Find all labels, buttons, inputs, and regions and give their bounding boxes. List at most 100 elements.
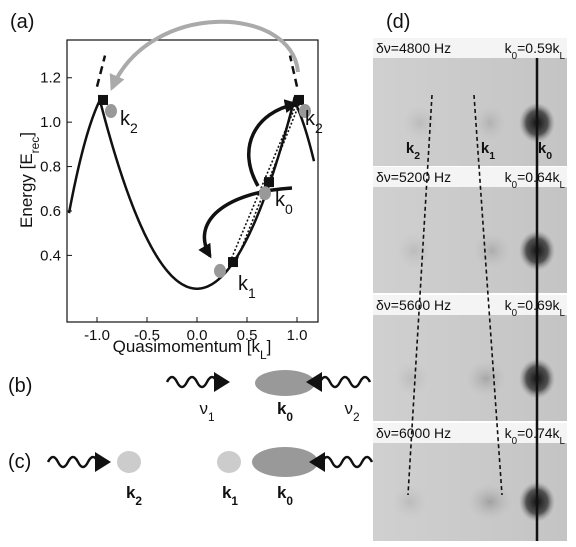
text-part: k: [305, 108, 316, 130]
beams-b: [165, 370, 372, 396]
panel-label: (d): [386, 11, 410, 33]
y-tick-label: 0.8: [40, 159, 61, 176]
text-part: 2: [130, 120, 138, 136]
y-tick-label: 0.4: [40, 247, 61, 264]
k2-trace: [407, 94, 433, 496]
detuning: δν=6000 Hz: [376, 425, 451, 441]
atom-cloud: [402, 104, 438, 141]
beam-label: k1: [222, 483, 238, 508]
atom-cloud: [394, 360, 430, 397]
circle-marker: [299, 104, 311, 119]
text-part: L: [560, 436, 566, 447]
text-part: 0: [512, 51, 518, 62]
circle-marker: [214, 263, 226, 278]
square-marker: [264, 177, 274, 188]
text-part: 2: [135, 494, 142, 508]
square-marker: [98, 94, 108, 105]
text-part: 0: [286, 494, 293, 508]
text-part: k: [120, 108, 131, 130]
point-label: k0: [275, 189, 293, 217]
text-part: ]: [267, 337, 272, 356]
momentum: k0=0.59kL: [505, 40, 566, 62]
y-tick-label: 1.2: [40, 70, 61, 87]
text-part: k: [481, 140, 490, 157]
x-axis-label: Quasimomentum [kL]: [113, 337, 272, 362]
point-label: k2: [120, 108, 138, 136]
text-part: 0: [512, 180, 518, 191]
arrowhead: [95, 452, 111, 472]
text-part: L: [560, 308, 566, 319]
atom-cloud: [396, 232, 432, 269]
arrowhead: [214, 372, 230, 392]
momentum: k0=0.69kL: [505, 297, 566, 319]
band-curve: [67, 96, 316, 290]
cloud: [117, 451, 141, 473]
text-part: k: [275, 189, 286, 211]
x-tick-label: -1.0: [84, 327, 110, 344]
text-part: ]: [17, 132, 36, 137]
text-part: Energy [E: [17, 153, 36, 228]
beams-c: [46, 447, 374, 477]
detuning: δν=4800 Hz: [376, 40, 451, 56]
text-part: k: [277, 399, 287, 418]
image-frame: [373, 295, 567, 421]
text-part: ν: [344, 399, 353, 418]
frame-header: [373, 38, 567, 58]
x-tick-label: 0.0: [187, 327, 208, 344]
cloud: [252, 447, 318, 477]
text-part: ν: [199, 399, 208, 418]
x-tick-label: 1.0: [287, 327, 308, 344]
beam-label: k0: [277, 483, 293, 508]
cloud: [255, 370, 315, 396]
momentum: k0=0.74kL: [505, 425, 566, 447]
plot-frame: [66, 39, 319, 323]
text-part: 1: [489, 150, 495, 162]
text-part: 1: [208, 410, 215, 424]
panel-label: (b): [8, 375, 32, 397]
atom-cloud: [474, 232, 510, 269]
x-tick-label: -0.5: [134, 327, 160, 344]
momentum: k0=0.64kL: [505, 169, 566, 191]
text-part: =0.69k: [517, 297, 560, 313]
upper-band: [95, 55, 107, 87]
point-label: k2: [305, 108, 323, 136]
text-part: =0.64k: [517, 169, 560, 185]
detuning: δν=5600 Hz: [376, 297, 451, 313]
text-part: 0: [286, 410, 293, 424]
y-tick-label: 1.0: [40, 114, 61, 131]
text-part: k: [505, 297, 513, 313]
wave: [165, 375, 219, 389]
text-part: L: [560, 51, 566, 62]
beam-label: k0: [277, 399, 293, 424]
k1-trace: [473, 94, 503, 496]
square-marker: [228, 257, 238, 268]
arrowhead: [309, 452, 325, 472]
text-part: L: [560, 180, 566, 191]
text-part: k: [505, 40, 513, 56]
text-part: k: [238, 273, 249, 295]
cloud: [217, 451, 241, 473]
panel-label: (a): [10, 11, 34, 33]
text-part: k: [505, 425, 513, 441]
frame-header: [373, 295, 567, 315]
beam-label: ν1: [199, 399, 215, 424]
image-frame: [373, 38, 567, 166]
image-frame: [373, 167, 567, 293]
panel-label: (c): [8, 451, 31, 473]
text-part: 0: [512, 308, 518, 319]
text-part: 0: [285, 201, 293, 217]
arrow: [247, 99, 299, 187]
wave: [318, 375, 372, 389]
text-part: 2: [353, 410, 360, 424]
wave: [320, 455, 374, 469]
text-part: k: [126, 483, 136, 502]
detuning: δν=5200 Hz: [376, 169, 451, 185]
y-axis-label: Energy [Erec]: [17, 132, 42, 228]
x-tick-label: 0.5: [237, 327, 258, 344]
atom-cloud: [466, 360, 506, 397]
text-part: k: [277, 483, 287, 502]
text-part: rec: [28, 137, 42, 154]
text-part: k: [505, 169, 513, 185]
text-part: k: [406, 140, 415, 157]
